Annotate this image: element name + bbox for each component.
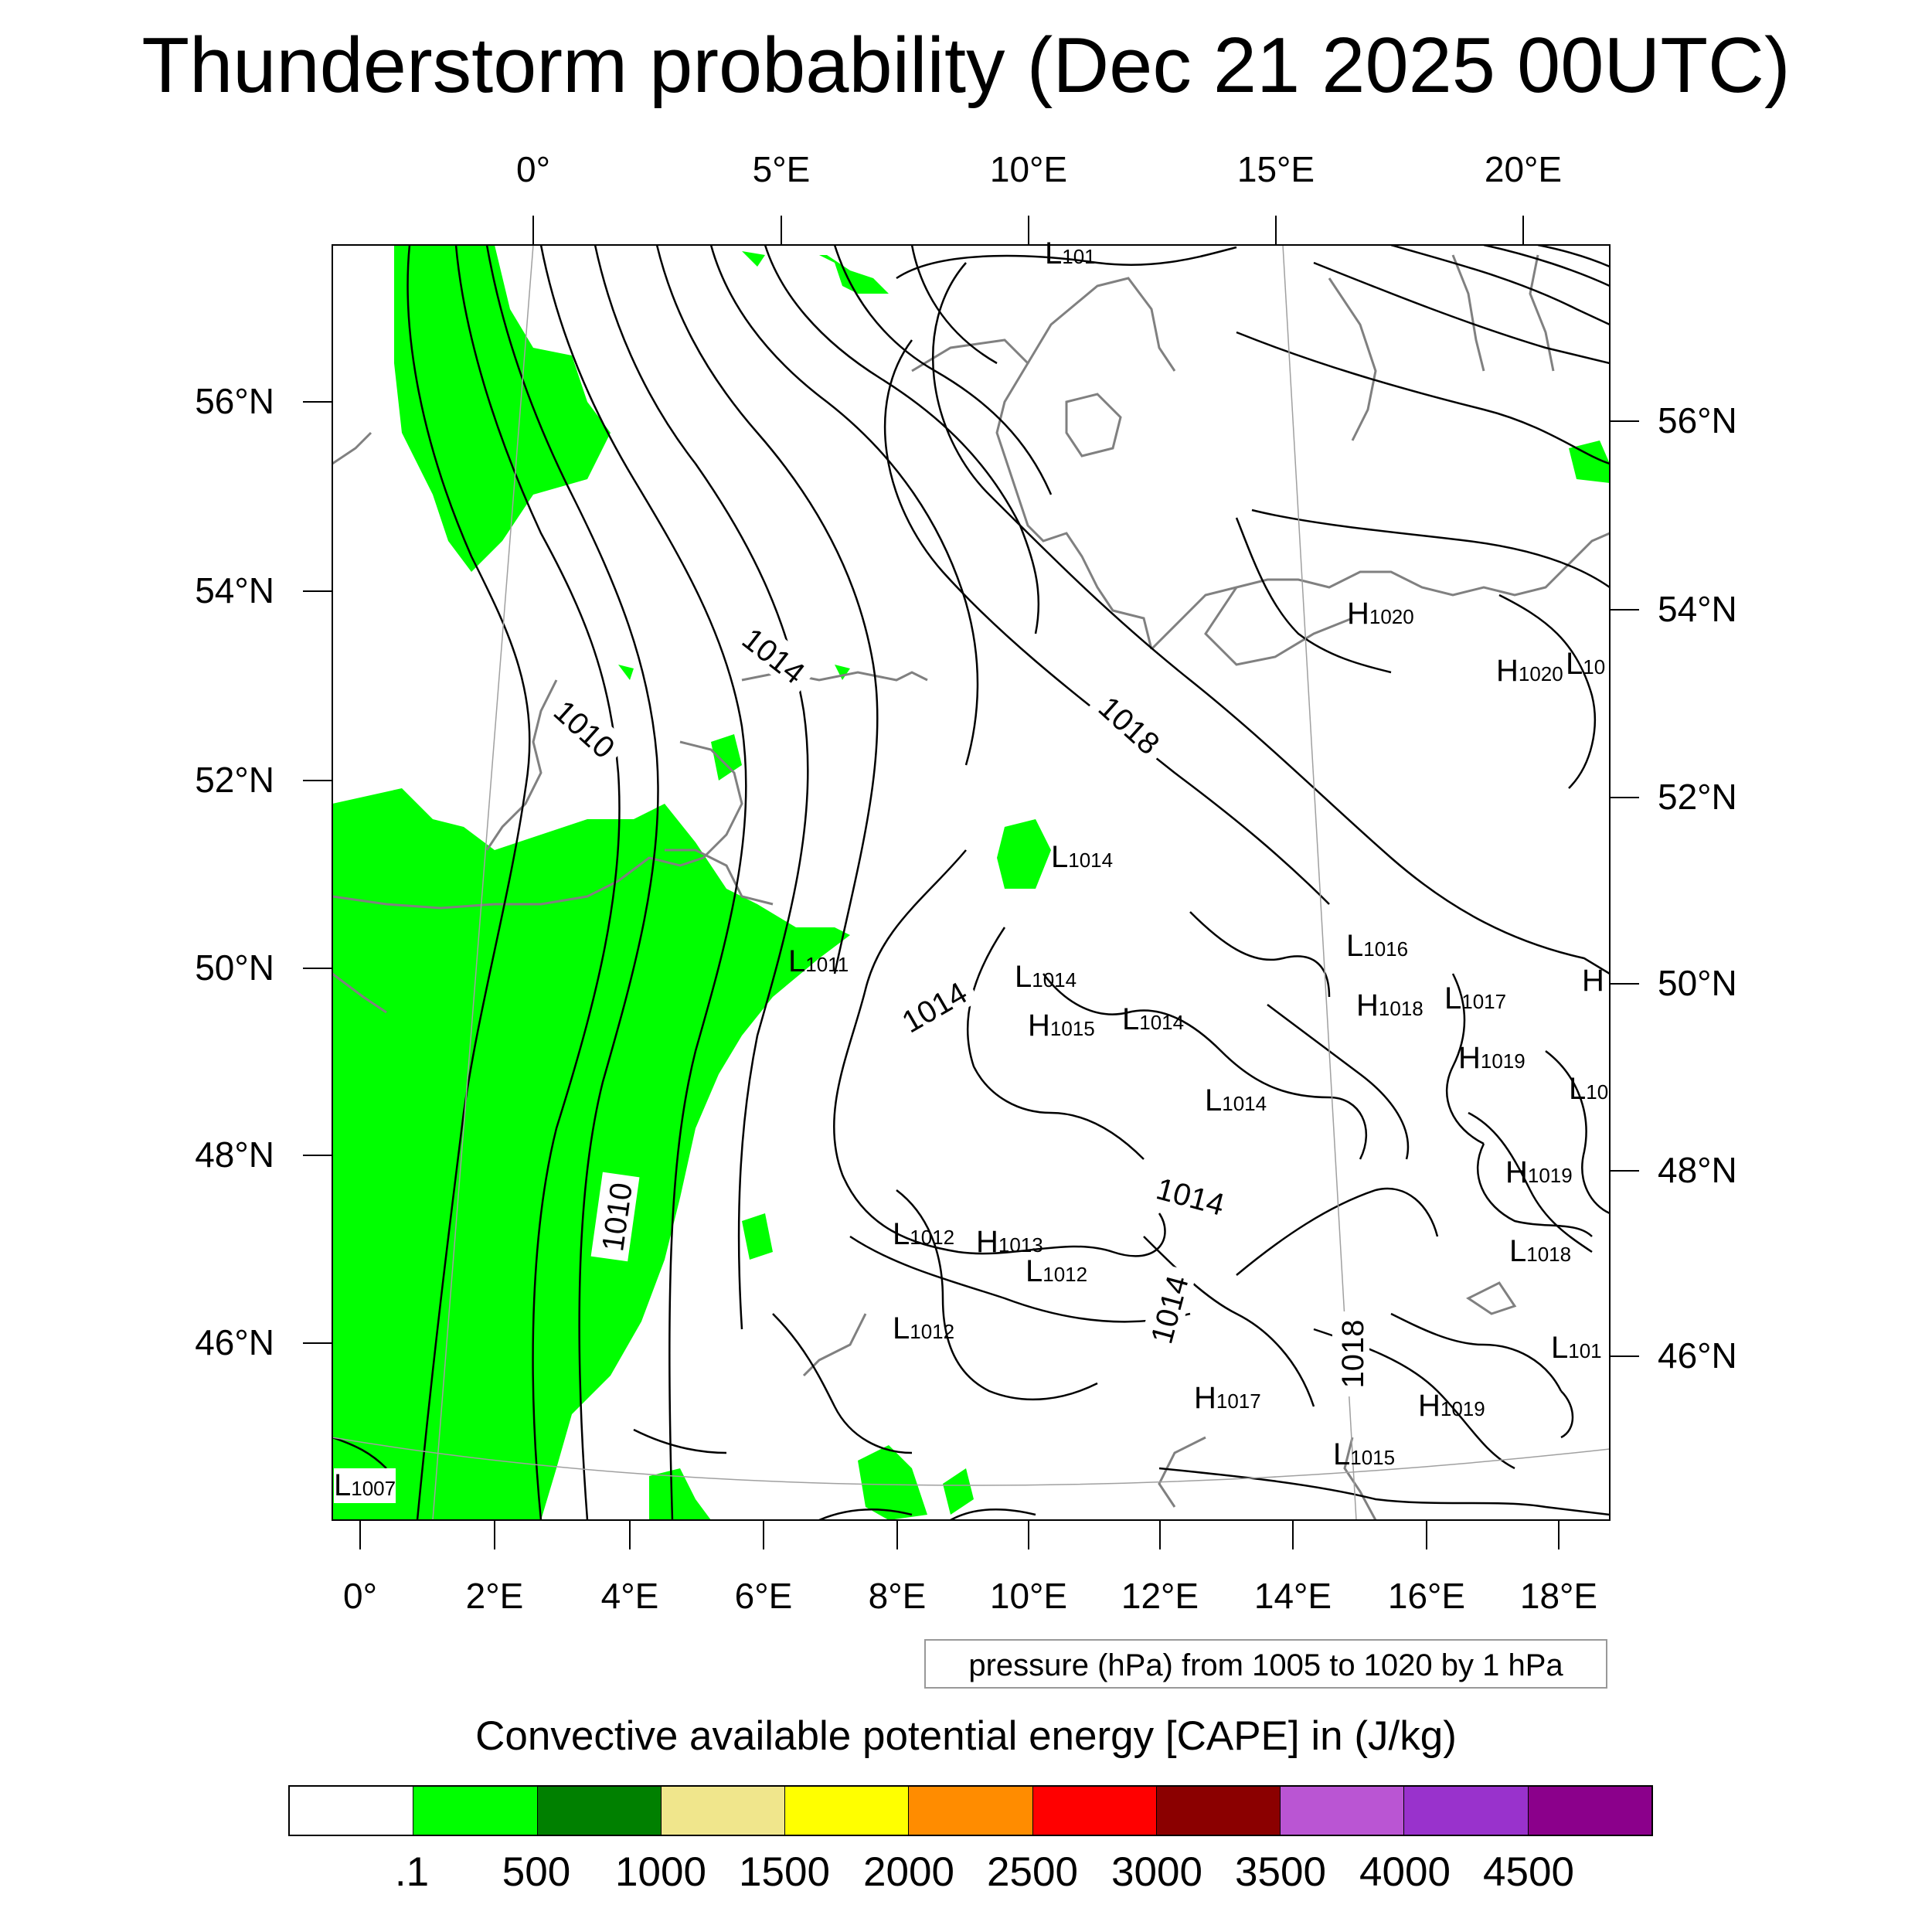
pressure-center-label: H1017: [1194, 1381, 1261, 1415]
pressure-center-label: L10: [1566, 647, 1606, 681]
bottom-lon-label: 8°E: [868, 1576, 927, 1616]
pressure-center-label: L1014: [1015, 960, 1077, 994]
colorbar: [288, 1785, 1653, 1836]
right-lat-label: 50°N: [1658, 963, 1737, 1003]
colorbar-swatch-5: [909, 1787, 1033, 1835]
pressure-center-label: L1018: [1509, 1234, 1572, 1268]
chart-title: Thunderstorm probability (Dec 21 2025 00…: [141, 22, 1791, 109]
pressure-center-label: L1017: [1444, 981, 1507, 1015]
colorbar-swatch-6: [1032, 1787, 1157, 1835]
colorbar-swatch-8: [1281, 1787, 1405, 1835]
bottom-lon-label: 2°E: [465, 1576, 524, 1616]
pressure-center-label: L1014: [1051, 840, 1114, 874]
left-lat-label: 56°N: [195, 381, 274, 421]
colorbar-label: 3500: [1235, 1849, 1326, 1895]
right-lat-label: 54°N: [1658, 589, 1737, 629]
pressure-center-label: L10: [1569, 1072, 1609, 1106]
colorbar-label: .1: [394, 1849, 430, 1895]
right-lat-label: 46°N: [1658, 1335, 1737, 1376]
graticule: [332, 245, 1610, 1520]
bottom-lon-label: 12°E: [1121, 1576, 1199, 1616]
colorbar-label: 3000: [1111, 1849, 1202, 1895]
bottom-lon-label: 10°E: [989, 1576, 1068, 1616]
colorbar-label: 2500: [987, 1849, 1078, 1895]
top-lon-label-0: 0°: [516, 149, 550, 189]
pressure-center-label: H1019: [1458, 1041, 1526, 1075]
bottom-lon-label: 0°: [343, 1576, 377, 1616]
pressure-center-label: L101: [1551, 1331, 1602, 1365]
pressure-center-label: L1011: [788, 944, 849, 978]
top-lon-label-10e: 10°E: [989, 149, 1068, 189]
colorbar-swatch-9: [1404, 1787, 1529, 1835]
pressure-note: pressure (hPa) from 1005 to 1020 by 1 hP…: [924, 1639, 1607, 1689]
pressure-center-label: H1015: [1028, 1009, 1095, 1043]
colorbar-label: 500: [502, 1849, 571, 1895]
pressure-center-label: L1015: [1333, 1437, 1396, 1471]
colorbar-title: Convective available potential energy [C…: [475, 1713, 1457, 1759]
cape-shading: [332, 245, 1610, 1520]
pressure-center-label: H1013: [976, 1225, 1043, 1259]
left-lat-label: 48°N: [195, 1134, 274, 1175]
pressure-center-label: L1012: [893, 1311, 955, 1345]
bottom-lon-label: 4°E: [600, 1576, 659, 1616]
pressure-center-label: H: [1582, 964, 1604, 998]
isobars: [332, 245, 1610, 1520]
colorbar-swatch-10: [1528, 1787, 1651, 1835]
colorbar-swatch-3: [661, 1787, 786, 1835]
pressure-center-label: L1012: [1026, 1254, 1088, 1288]
colorbar-label: 4000: [1359, 1849, 1451, 1895]
top-lon-label-5e: 5°E: [752, 149, 811, 189]
top-lon-label-15e: 15°E: [1236, 149, 1315, 189]
pressure-center-label: L1007: [334, 1468, 396, 1503]
isobar-label: 1014: [1145, 1272, 1196, 1347]
pressure-center-label: H1019: [1418, 1389, 1485, 1423]
pressure-center-label: H1020: [1496, 654, 1563, 688]
isobar-label: 1014: [1153, 1172, 1228, 1223]
left-lat-label: 46°N: [195, 1322, 274, 1362]
right-lat-label: 48°N: [1658, 1150, 1737, 1190]
bottom-lon-label: 16°E: [1387, 1576, 1466, 1616]
isobar-label: 1018: [1336, 1320, 1370, 1389]
right-lat-label: 52°N: [1658, 777, 1737, 817]
pressure-center-label: L1014: [1205, 1083, 1267, 1117]
pressure-center-label: L1016: [1346, 929, 1409, 963]
colorbar-swatch-7: [1156, 1787, 1281, 1835]
right-lat-label: 56°N: [1658, 400, 1737, 440]
bottom-lon-label: 18°E: [1519, 1576, 1598, 1616]
pressure-center-label: H1018: [1356, 988, 1423, 1022]
colorbar-swatch-0: [290, 1787, 414, 1835]
bottom-lon-label: 14°E: [1253, 1576, 1332, 1616]
pressure-center-label: H1020: [1347, 597, 1414, 631]
pressure-center-label: L1014: [1122, 1002, 1185, 1036]
pressure-center-label: L101: [1045, 236, 1096, 270]
colorbar-swatch-1: [413, 1787, 538, 1835]
left-lat-label: 54°N: [195, 570, 274, 611]
top-lon-label-20e: 20°E: [1484, 149, 1563, 189]
colorbar-label: 1500: [739, 1849, 830, 1895]
map-frame: [332, 244, 1611, 1521]
colorbar-label: 1000: [615, 1849, 706, 1895]
bottom-lon-label: 6°E: [734, 1576, 793, 1616]
colorbar-swatch-4: [785, 1787, 910, 1835]
colorbar-label: 2000: [863, 1849, 954, 1895]
tick-marks: [303, 216, 1639, 1549]
colorbar-swatch-2: [537, 1787, 662, 1835]
colorbar-label: 4500: [1483, 1849, 1574, 1895]
left-lat-label: 52°N: [195, 760, 274, 800]
pressure-center-label: L1012: [893, 1217, 955, 1251]
left-lat-label: 50°N: [195, 947, 274, 988]
pressure-center-label: H1019: [1505, 1155, 1573, 1189]
